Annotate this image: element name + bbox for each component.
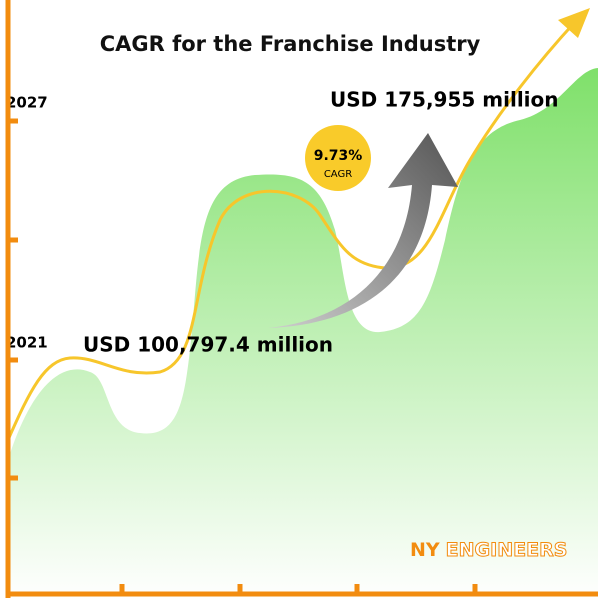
logo-second: ENGINEERS <box>446 539 568 561</box>
growth-arrow <box>268 133 458 328</box>
end-year: 2027 <box>6 94 48 112</box>
frame <box>5 0 598 598</box>
trend-line <box>6 20 577 441</box>
start-value: USD 100,797.4 million <box>83 333 333 357</box>
logo-first: NY <box>410 539 440 561</box>
badge-caption: CAGR <box>324 169 352 180</box>
trend-arrowhead <box>558 8 590 38</box>
start-year: 2021 <box>6 334 48 352</box>
title: CAGR for the Franchise Industry <box>100 32 481 56</box>
green-area <box>8 68 598 600</box>
badge-rate: 9.73% <box>314 148 363 164</box>
end-value: USD 175,955 million <box>330 88 559 112</box>
logo: NY ENGINEERS <box>410 539 567 561</box>
cagr-badge <box>305 125 371 191</box>
